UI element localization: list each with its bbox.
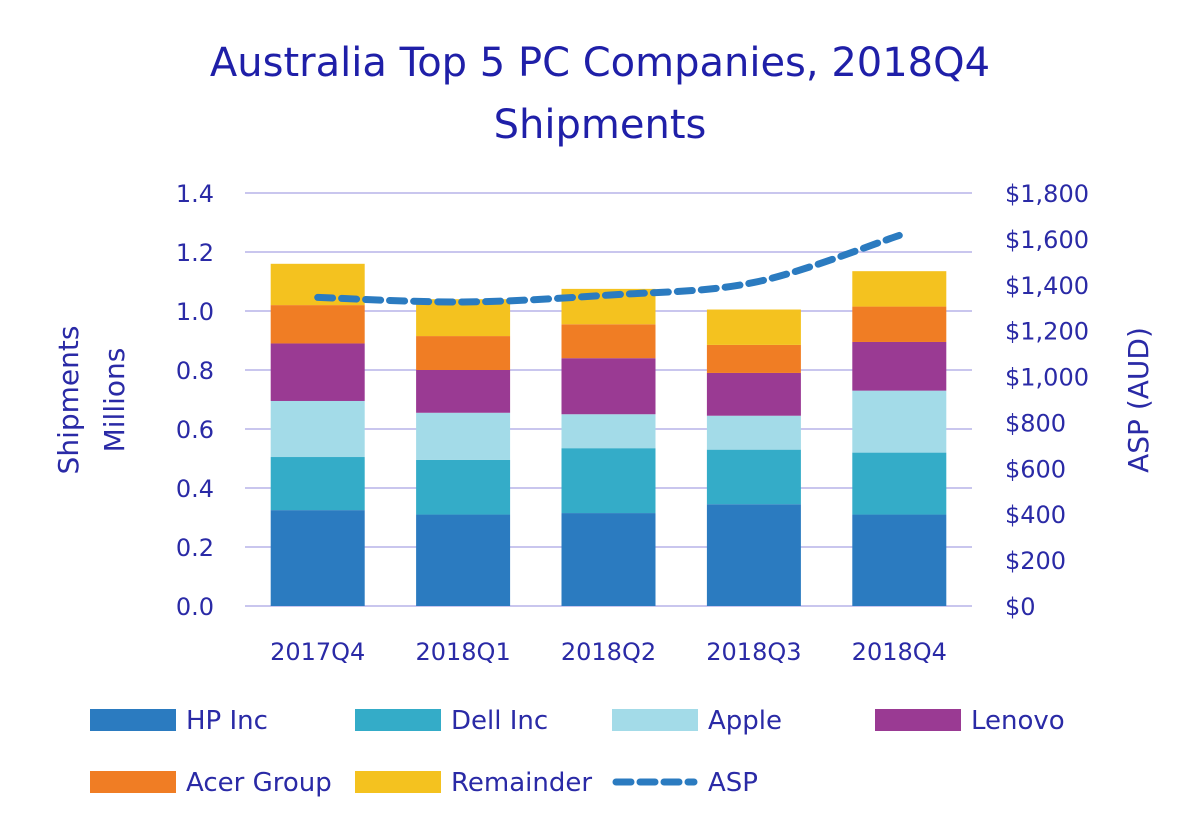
- bar-acer-group: [416, 336, 511, 370]
- y-tick-label: 1.0: [176, 298, 214, 326]
- legend-label-lenovo: Lenovo: [971, 706, 1065, 736]
- legend-swatch-lenovo: [875, 709, 961, 731]
- y2-axis-title: ASP (AUD): [1122, 327, 1155, 473]
- bar-apple: [416, 412, 511, 460]
- y2-tick-label: $1,000: [1005, 364, 1089, 392]
- y-tick-label: 1.2: [176, 239, 214, 267]
- bar-lenovo: [416, 370, 511, 413]
- bar-hp-inc: [852, 514, 947, 606]
- legend-label-apple: Apple: [708, 706, 782, 736]
- y2-tick-label: $200: [1005, 547, 1066, 575]
- asp-line-layer: [314, 231, 903, 306]
- x-tick-label: 2017Q4: [270, 638, 365, 666]
- y-tick-label: 1.4: [176, 180, 214, 208]
- bar-acer-group: [270, 305, 365, 344]
- y2-tick-label: $0: [1005, 593, 1036, 621]
- y-tick-label: 0.2: [176, 534, 214, 562]
- bar-hp-inc: [270, 510, 365, 606]
- legend: HP Inc Dell Inc Apple Lenovo Acer Group Remai…: [90, 706, 1065, 798]
- bar-apple: [706, 415, 801, 450]
- legend-swatch-dell-inc: [355, 709, 441, 731]
- bar-apple: [561, 414, 656, 449]
- bar-dell-inc: [270, 457, 365, 511]
- bar-hp-inc: [416, 514, 511, 606]
- bar-hp-inc: [706, 504, 801, 606]
- legend-swatch-remainder: [355, 771, 441, 793]
- y2-tick-label: $400: [1005, 501, 1066, 529]
- y2-tick-label: $1,200: [1005, 318, 1089, 346]
- x-tick-label: 2018Q1: [415, 638, 510, 666]
- y-tick-label: 0.8: [176, 357, 214, 385]
- y-tick-label: 0.6: [176, 416, 214, 444]
- bar-acer-group: [706, 344, 801, 373]
- x-tick-label: 2018Q3: [706, 638, 801, 666]
- x-tick-label: 2018Q2: [561, 638, 656, 666]
- y2-tick-label: $800: [1005, 409, 1066, 437]
- bar-lenovo: [852, 341, 947, 391]
- bar-lenovo: [561, 358, 656, 415]
- bar-dell-inc: [706, 449, 801, 505]
- chart-title-line1: Australia Top 5 PC Companies, 2018Q4: [210, 40, 990, 86]
- bar-lenovo: [270, 343, 365, 401]
- legend-swatch-apple: [612, 709, 698, 731]
- bar-remainder: [852, 271, 947, 307]
- bar-acer-group: [852, 306, 947, 342]
- asp-line: [314, 231, 903, 306]
- bar-acer-group: [561, 324, 656, 359]
- bar-lenovo: [706, 372, 801, 416]
- bar-apple: [852, 390, 947, 453]
- y-axis-title-line1: Shipments: [52, 326, 85, 475]
- x-tick-label: 2018Q4: [852, 638, 947, 666]
- bars: [270, 263, 947, 606]
- bar-apple: [270, 400, 365, 458]
- y2-tick-label: $1,800: [1005, 180, 1089, 208]
- bar-remainder: [706, 309, 801, 345]
- bar-dell-inc: [416, 459, 511, 515]
- legend-label-remainder: Remainder: [451, 768, 592, 798]
- chart-title-line2: Shipments: [494, 102, 707, 148]
- y2-tick-label: $600: [1005, 455, 1066, 483]
- bar-hp-inc: [561, 513, 656, 606]
- legend-label-dell-inc: Dell Inc: [451, 706, 548, 736]
- legend-label-hp-inc: HP Inc: [186, 706, 268, 736]
- y2-tick-label: $1,600: [1005, 226, 1089, 254]
- bar-dell-inc: [852, 452, 947, 515]
- legend-swatch-hp-inc: [90, 709, 176, 731]
- legend-label-acer-group: Acer Group: [186, 768, 332, 798]
- y2-tick-label: $1,400: [1005, 272, 1089, 300]
- legend-swatch-acer-group: [90, 771, 176, 793]
- axis-ticks: 0.0 0.2 0.4 0.6 0.8 1.0 1.2 1.4 $0 $200 $400 $600 $8…: [176, 180, 1089, 666]
- legend-label-asp: ASP: [708, 768, 758, 798]
- y-tick-label: 0.4: [176, 475, 214, 503]
- y-axis-title-line2: Millions: [98, 348, 131, 453]
- y-tick-label: 0.0: [176, 593, 214, 621]
- bar-dell-inc: [561, 448, 656, 514]
